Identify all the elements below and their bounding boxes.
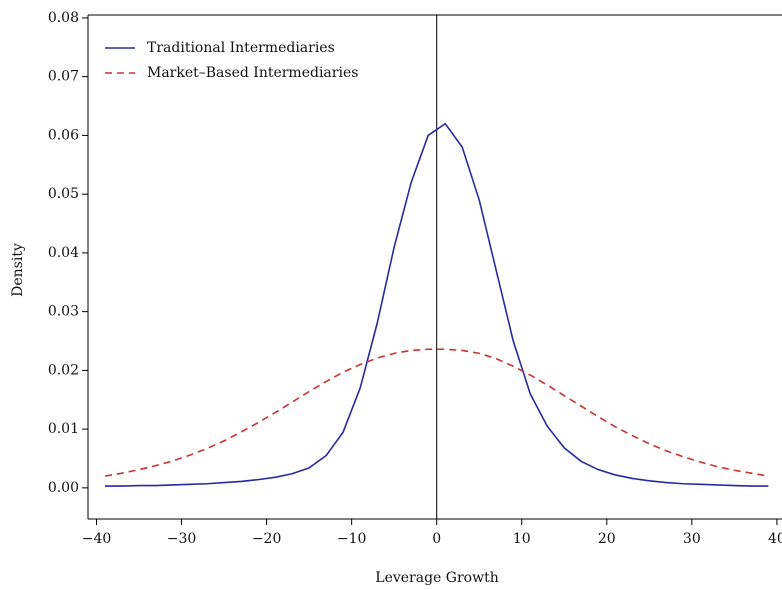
- x-tick-label: −20: [252, 531, 282, 547]
- y-tick-label: 0.07: [48, 69, 79, 85]
- x-tick-label: 30: [683, 531, 701, 547]
- y-tick-label: 0.02: [48, 362, 79, 378]
- x-tick-label: 20: [598, 531, 616, 547]
- y-tick-label: 0.00: [48, 480, 79, 496]
- legend-label: Market–Based Intermediaries: [147, 65, 358, 81]
- x-tick-label: 0: [432, 531, 441, 547]
- x-tick-label: −30: [167, 531, 197, 547]
- x-tick-label: 10: [513, 531, 531, 547]
- series-line: [105, 122, 769, 487]
- x-axis-label: Leverage Growth: [375, 570, 498, 586]
- y-tick-label: 0.04: [48, 245, 79, 261]
- x-tick-label: 40: [768, 531, 782, 547]
- y-tick-label: 0.06: [48, 127, 79, 143]
- y-tick-label: 0.08: [48, 10, 79, 26]
- y-axis-label: Density: [10, 243, 26, 297]
- series-line: [104, 348, 769, 477]
- x-tick-label: −40: [82, 531, 112, 547]
- y-tick-label: 0.05: [48, 186, 79, 202]
- y-tick-label: 0.03: [48, 304, 79, 320]
- y-tick-label: 0.01: [48, 421, 79, 437]
- x-tick-label: −10: [337, 531, 367, 547]
- legend-label: Traditional Intermediaries: [147, 40, 335, 56]
